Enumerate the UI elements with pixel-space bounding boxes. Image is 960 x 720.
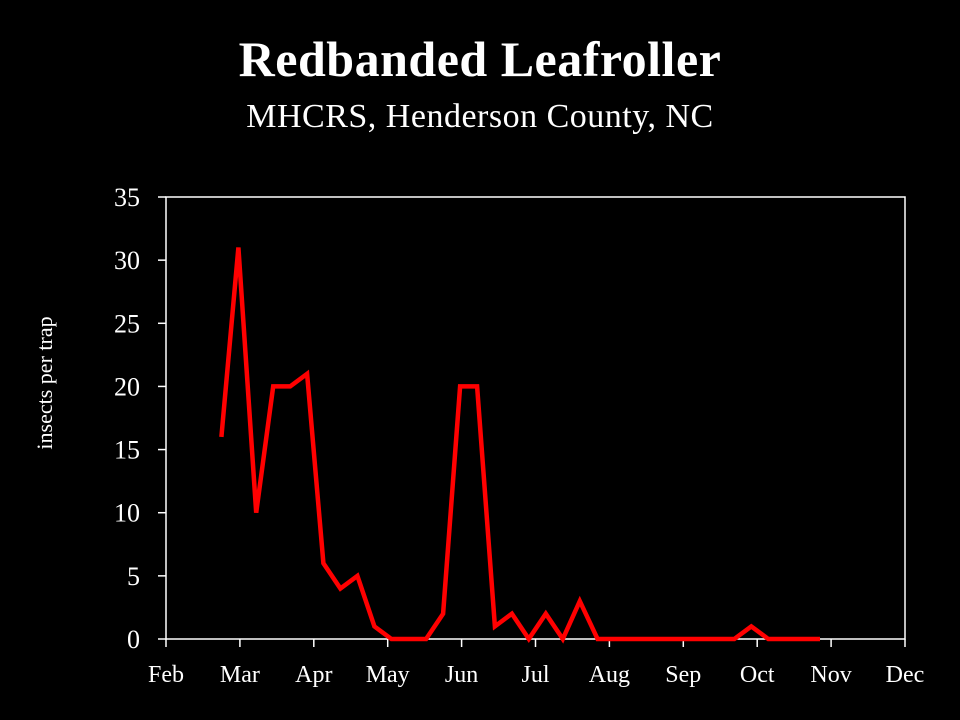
x-tick-label: Sep <box>665 662 701 688</box>
series-group <box>219 247 821 644</box>
x-tick-label: Oct <box>740 662 775 688</box>
y-axis: 0 5 10 15 20 25 30 35 <box>114 183 166 654</box>
x-tick-label: Apr <box>295 662 332 688</box>
x-axis: Feb Mar Apr May Jun Jul Aug Sep Oct Nov Dec <box>148 639 924 688</box>
x-tick-label: Jul <box>521 662 549 688</box>
x-tick-label: Dec <box>886 662 925 688</box>
y-tick-label: 5 <box>127 562 140 591</box>
x-tick-label: Mar <box>220 662 260 688</box>
x-tick-label: May <box>366 662 410 688</box>
y-tick-label: 0 <box>127 625 140 654</box>
y-tick-label: 15 <box>114 436 140 465</box>
x-tick-label: Jun <box>445 662 478 688</box>
plot-area-frame <box>165 196 906 640</box>
y-tick-label: 35 <box>114 183 140 212</box>
x-tick-label: Aug <box>589 662 630 688</box>
chart-title: Redbanded Leafroller <box>238 31 722 87</box>
y-tick-label: 10 <box>114 499 140 528</box>
y-tick-label: 20 <box>114 372 140 401</box>
series-line <box>219 247 820 644</box>
y-tick-label: 25 <box>114 309 140 338</box>
x-tick-label: Nov <box>810 662 851 688</box>
x-tick-label: Feb <box>148 662 184 688</box>
y-axis-label: insects per trap <box>32 316 57 449</box>
chart-subtitle: MHCRS, Henderson County, NC <box>246 98 714 135</box>
y-tick-label: 30 <box>114 246 140 275</box>
